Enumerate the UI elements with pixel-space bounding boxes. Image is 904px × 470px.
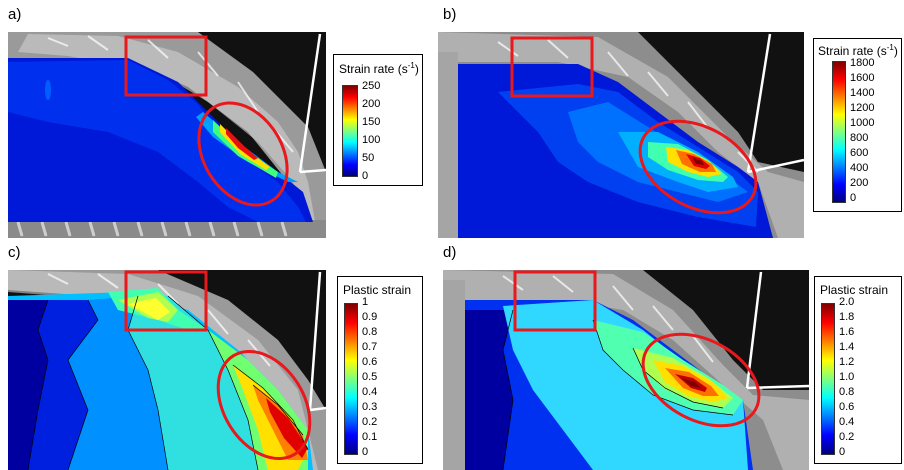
legend-tick: 0.2 xyxy=(839,431,855,443)
legend-title: Strain rate (s-1) xyxy=(339,61,419,76)
highlight-box xyxy=(510,36,594,98)
legend-tick: 0.6 xyxy=(839,401,855,413)
highlight-ellipse xyxy=(641,332,761,428)
legend-tick: 0.1 xyxy=(362,431,378,443)
legend-tick: 1 xyxy=(362,296,369,308)
legend-tick: 0.8 xyxy=(839,386,855,398)
legend-tick: 1800 xyxy=(850,57,875,69)
legend-tick: 0.5 xyxy=(362,371,378,383)
legend-title: Plastic strain xyxy=(343,283,412,297)
legend-tick: 0.3 xyxy=(362,401,378,413)
highlight-box xyxy=(513,270,597,332)
colorbar xyxy=(344,303,358,455)
legend-tick: 1.8 xyxy=(839,311,855,323)
highlight-ellipse xyxy=(638,119,758,215)
colorbar xyxy=(832,61,846,203)
panel-label-a: a) xyxy=(8,6,22,23)
highlight-box xyxy=(124,270,208,332)
legend-title: Strain rate (s-1) xyxy=(818,43,898,58)
highlight-ellipse xyxy=(216,349,312,461)
legend-tick: 1.0 xyxy=(839,371,855,383)
legend-tick: 0.2 xyxy=(362,416,378,428)
legend-tick: 0 xyxy=(850,192,857,204)
plastic-strain-map-d xyxy=(443,270,809,470)
legend-tick: 1400 xyxy=(850,87,875,99)
legend-tick: 1.4 xyxy=(839,341,855,353)
legend-tick: 0 xyxy=(362,446,369,458)
panel-label-d: d) xyxy=(443,244,457,261)
strain-rate-map-a xyxy=(8,32,326,238)
legend-tick: 0.9 xyxy=(362,311,378,323)
legend-tick: 0 xyxy=(362,170,369,182)
legend-tick: 100 xyxy=(362,134,381,146)
legend-tick: 400 xyxy=(850,162,869,174)
legend-tick: 1.6 xyxy=(839,326,855,338)
legend-tick: 50 xyxy=(362,152,375,164)
legend-tick: 0.4 xyxy=(839,416,855,428)
legend-tick: 800 xyxy=(850,132,869,144)
colorbar-legend-c: Plastic strain 1 0.9 0.8 0.7 0.6 0.5 0.4… xyxy=(337,276,423,464)
colorbar-legend-b: Strain rate (s-1) 1800 1600 1400 1200 10… xyxy=(813,38,902,212)
legend-tick: 1.2 xyxy=(839,356,855,368)
highlight-box xyxy=(124,35,208,97)
colorbar xyxy=(821,303,835,455)
legend-tick: 2.0 xyxy=(839,296,855,308)
legend-tick: 150 xyxy=(362,116,381,128)
colorbar-legend-d: Plastic strain 2.0 1.8 1.6 1.4 1.2 1.0 0… xyxy=(814,276,902,464)
legend-title: Plastic strain xyxy=(820,283,889,297)
strain-rate-map-b xyxy=(438,32,804,238)
legend-tick: 0.8 xyxy=(362,326,378,338)
colorbar-legend-a: Strain rate (s-1) 250 200 150 100 50 0 xyxy=(333,54,423,186)
legend-tick: 200 xyxy=(362,98,381,110)
legend-tick: 0.4 xyxy=(362,386,378,398)
legend-tick: 0.6 xyxy=(362,356,378,368)
legend-tick: 1200 xyxy=(850,102,875,114)
legend-tick: 0.7 xyxy=(362,341,378,353)
legend-tick: 0 xyxy=(839,446,846,458)
legend-tick: 600 xyxy=(850,147,869,159)
panel-label-c: c) xyxy=(8,244,21,261)
plastic-strain-map-c xyxy=(8,270,326,470)
legend-tick: 200 xyxy=(850,177,869,189)
legend-tick: 1000 xyxy=(850,117,875,129)
panel-label-b: b) xyxy=(443,6,457,23)
highlight-ellipse xyxy=(197,101,289,207)
legend-tick: 1600 xyxy=(850,72,875,84)
legend-tick: 250 xyxy=(362,80,381,92)
colorbar xyxy=(342,85,358,177)
